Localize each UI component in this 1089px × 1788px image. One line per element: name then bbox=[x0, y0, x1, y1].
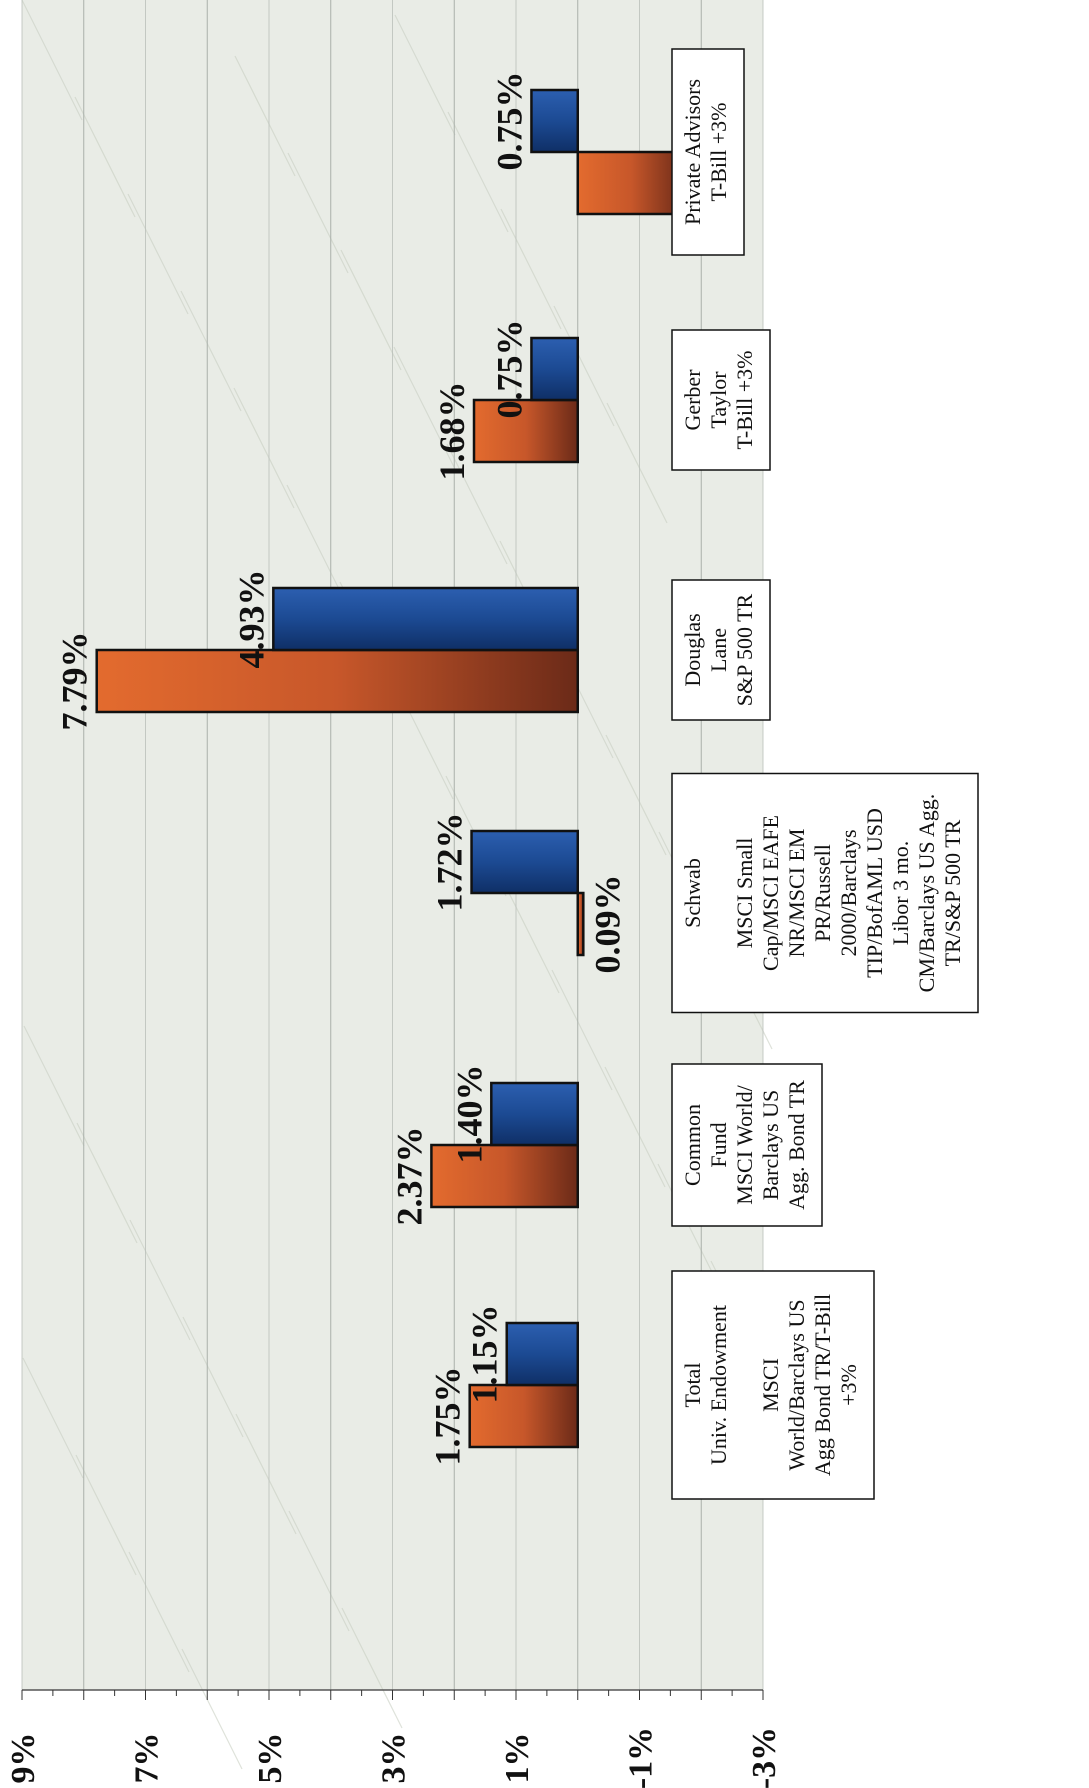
marble-texture bbox=[22, 1357, 84, 1479]
bar-series-b bbox=[530, 336, 579, 402]
bar-series-b bbox=[272, 586, 579, 652]
category-label-line: Agg Bond TR/T-Bill bbox=[810, 1294, 835, 1476]
bar-series-b bbox=[490, 1081, 579, 1147]
category-box bbox=[671, 48, 745, 256]
category-label-line: Lane bbox=[706, 628, 731, 672]
y-tick-label: 7% bbox=[129, 1733, 166, 1784]
bar-series-a bbox=[468, 1383, 579, 1449]
marble-texture bbox=[235, 1413, 297, 1535]
marble-texture bbox=[129, 1219, 191, 1341]
marble-texture bbox=[606, 402, 668, 524]
data-label-a: 2.37% bbox=[389, 1127, 429, 1226]
marble-texture bbox=[446, 443, 508, 565]
category-label-line: 2000/Barclays bbox=[836, 829, 861, 956]
category-label-line: Private Advisors bbox=[680, 79, 705, 225]
category-label-line: T-Bill +3% bbox=[706, 103, 731, 202]
category-label-line: World/Barclays US bbox=[784, 1299, 809, 1470]
category-label-line: MSCI World/ bbox=[732, 1084, 757, 1204]
marble-texture bbox=[75, 1454, 137, 1576]
data-label-b: 1.72% bbox=[430, 813, 470, 912]
category-label-line: TIP/BofAML USD bbox=[862, 808, 887, 978]
category-box bbox=[671, 329, 771, 471]
category-box bbox=[671, 579, 771, 721]
marble-texture bbox=[286, 484, 348, 606]
category-label-line: CM/Barclays US Agg. bbox=[914, 794, 939, 993]
marble-texture bbox=[605, 734, 667, 856]
marble-texture bbox=[234, 55, 296, 177]
data-label-a: 0.09% bbox=[587, 875, 627, 974]
data-label-b: 1.15% bbox=[465, 1305, 505, 1404]
category-box bbox=[671, 1063, 823, 1227]
category-label-line: NR/MSCI EM bbox=[784, 829, 809, 958]
bar-series-a bbox=[95, 648, 579, 714]
category-label-line: Douglas bbox=[680, 613, 705, 686]
marble-texture bbox=[287, 152, 349, 274]
bar-series-a bbox=[576, 150, 686, 216]
category-label-line: PR/Russell bbox=[810, 844, 835, 942]
y-tick-label: 5% bbox=[252, 1733, 289, 1784]
y-tick-label: 3% bbox=[376, 1733, 413, 1784]
marble-texture bbox=[233, 387, 295, 509]
category-label-line: +3% bbox=[836, 1364, 861, 1406]
y-tick-label: -1% bbox=[623, 1727, 660, 1788]
marble-texture bbox=[180, 290, 242, 412]
marble-texture bbox=[128, 1551, 190, 1673]
category-label-line: Schwab bbox=[680, 858, 705, 928]
marble-texture bbox=[604, 1066, 666, 1188]
data-label-b: 1.40% bbox=[449, 1065, 489, 1164]
category-label-line: Taylor bbox=[706, 371, 731, 429]
y-tick-label: 1% bbox=[499, 1733, 536, 1784]
marble-texture bbox=[76, 1122, 138, 1244]
marble-texture bbox=[21, 0, 83, 121]
category-label-line: Cap/MSCI EAFE bbox=[758, 815, 783, 971]
marble-texture bbox=[182, 1316, 244, 1438]
marble-texture bbox=[553, 305, 615, 427]
category-label-line: T-Bill +3% bbox=[732, 351, 757, 450]
marble-texture bbox=[394, 14, 456, 136]
category-label-line: Gerber bbox=[680, 369, 705, 431]
category-label-line: Total bbox=[680, 1363, 705, 1408]
category-label-line: Common bbox=[680, 1104, 705, 1186]
marble-texture bbox=[74, 96, 136, 218]
category-label-line: Agg. Bond TR bbox=[784, 1080, 809, 1210]
bar-series-a bbox=[430, 1143, 579, 1209]
bar-series-b bbox=[505, 1321, 579, 1387]
marble-texture bbox=[127, 193, 189, 315]
category-box bbox=[671, 772, 979, 1014]
marble-texture bbox=[288, 1510, 350, 1632]
marble-texture bbox=[551, 969, 613, 1091]
y-tick-label: 9% bbox=[5, 1733, 42, 1784]
category-label-line: Univ. Endowment bbox=[706, 1305, 731, 1465]
data-label-b: 0.75% bbox=[489, 72, 529, 171]
category-box bbox=[671, 1270, 875, 1500]
data-label-a: 1.75% bbox=[428, 1367, 468, 1466]
marble-texture bbox=[23, 1025, 85, 1147]
marble-texture bbox=[340, 249, 402, 371]
category-label-line: TR/S&P 500 TR bbox=[940, 819, 965, 966]
marble-texture bbox=[500, 208, 562, 330]
marble-texture bbox=[341, 1607, 403, 1729]
bar-series-a bbox=[472, 398, 580, 464]
category-label-line: Libor 3 mo. bbox=[888, 841, 913, 946]
bar-series-a bbox=[576, 891, 585, 957]
data-label-b: 4.93% bbox=[231, 570, 271, 669]
bar-series-b bbox=[470, 829, 580, 895]
data-label-a: 1.68% bbox=[432, 382, 472, 481]
data-label-b: 0.75% bbox=[489, 320, 529, 419]
category-label-line: MSCI Small bbox=[732, 838, 757, 949]
category-label-line: Barclays US bbox=[758, 1090, 783, 1201]
marble-texture bbox=[393, 346, 455, 468]
category-label-line: Fund bbox=[706, 1122, 731, 1167]
bar-series-b bbox=[530, 88, 579, 154]
data-label-a: 7.79% bbox=[55, 632, 95, 731]
category-label-line: MSCI bbox=[758, 1358, 783, 1412]
y-tick-label: -3% bbox=[746, 1727, 783, 1788]
marble-texture bbox=[181, 1648, 243, 1770]
marble-texture bbox=[447, 111, 509, 233]
category-label-line: S&P 500 TR bbox=[732, 593, 757, 706]
